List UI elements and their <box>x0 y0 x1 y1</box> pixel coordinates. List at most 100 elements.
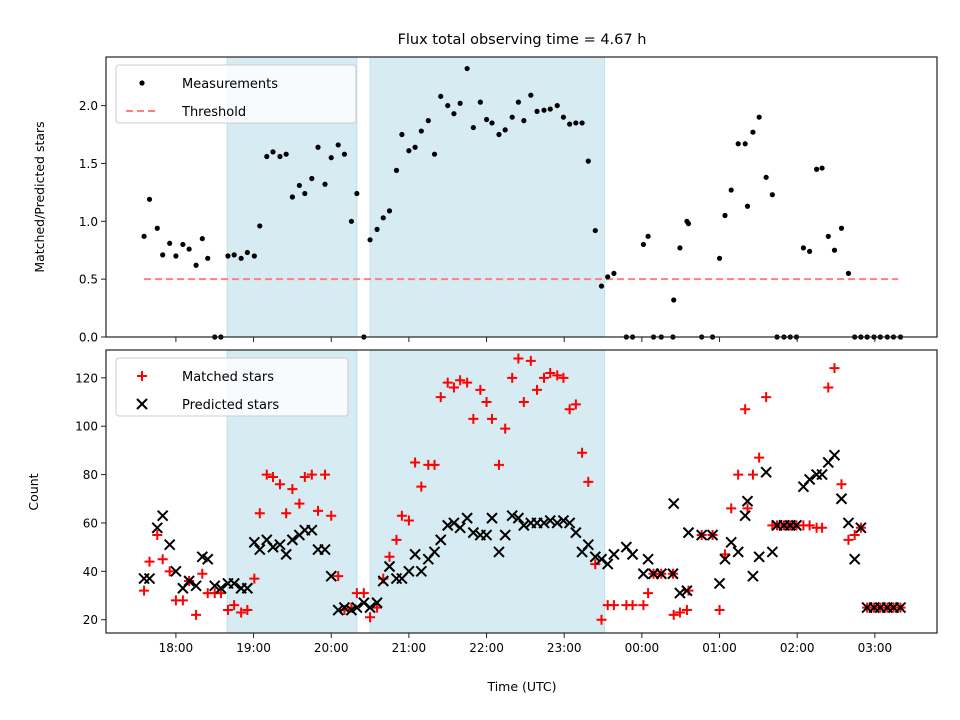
predicted-star-point <box>695 529 708 541</box>
matched-star-point <box>643 588 654 599</box>
x-axis-label: Time (UTC) <box>486 679 556 694</box>
predicted-star-point <box>215 582 227 594</box>
predicted-star-point <box>209 580 221 592</box>
matched-star-point <box>416 481 427 492</box>
measurement-point <box>464 65 470 72</box>
measurement-point <box>819 165 825 171</box>
x-tick-label: 03:00 <box>858 641 893 655</box>
matched-star-point <box>396 510 407 521</box>
measurement-point <box>244 249 250 256</box>
matched-star-point <box>714 605 725 616</box>
matched-star-point <box>513 353 524 364</box>
predicted-star-point <box>306 524 318 536</box>
measurement-point <box>180 241 186 248</box>
measurement-point <box>380 215 386 221</box>
predicted-star-point <box>467 526 480 539</box>
matched-star-point <box>545 367 556 378</box>
matched-star-point <box>754 452 765 463</box>
predicted-star-point <box>518 519 530 532</box>
predicted-star-point <box>713 577 726 590</box>
predicted-star-point <box>364 601 376 614</box>
predicted-star-point <box>383 560 396 573</box>
matched-star-point <box>475 384 486 395</box>
matched-star-point <box>481 397 492 408</box>
predicted-star-point <box>790 519 803 532</box>
chart-title: Flux total observing time = 4.67 h <box>398 32 647 48</box>
x-tick-label: 00:00 <box>625 641 660 655</box>
matched-star-point <box>823 382 834 393</box>
predicted-star-point <box>428 546 441 558</box>
measurement-point <box>154 225 160 231</box>
predicted-star-point <box>156 509 169 522</box>
legend-x-icon <box>136 398 148 410</box>
matched-star-point <box>429 459 440 470</box>
measurement-point <box>716 255 723 261</box>
measurement-point <box>225 253 231 259</box>
matched-star-point <box>384 551 395 562</box>
measurement-point <box>328 155 334 161</box>
matched-star-point <box>668 609 679 620</box>
matched-star-point <box>435 392 446 403</box>
y-tick-label: 40 <box>83 565 98 579</box>
predicted-star-point <box>499 529 511 541</box>
predicted-star-point <box>512 512 525 524</box>
matched-star-point <box>326 510 337 521</box>
matched-star-point <box>674 607 685 618</box>
matched-star-point <box>843 534 854 545</box>
predicted-star-point <box>732 546 744 558</box>
measurement-point <box>205 255 211 261</box>
measurement-point <box>598 283 605 289</box>
predicted-star-point <box>855 522 867 534</box>
predicted-star-point <box>816 468 828 481</box>
predicted-star-point <box>248 536 261 549</box>
measurement-point <box>534 108 540 114</box>
measurement-point <box>431 151 438 157</box>
matched-star-point <box>191 609 202 620</box>
matched-star-point <box>590 559 601 570</box>
predicted-star-point <box>544 514 556 527</box>
predicted-star-point <box>538 517 550 529</box>
predicted-star-point <box>280 548 292 561</box>
matched-star-point <box>144 556 155 567</box>
measurement-point <box>611 270 617 276</box>
measurement-point <box>573 120 579 126</box>
matched-star-point <box>403 515 414 526</box>
measurement-point <box>367 237 373 243</box>
y-tick-label: 0.0 <box>79 331 98 345</box>
matched-star-point <box>552 370 563 381</box>
predicted-star-point <box>655 568 668 580</box>
measurement-point <box>528 92 534 98</box>
predicted-star-point <box>403 565 415 578</box>
matched-star-point <box>486 413 497 424</box>
measurement-point <box>763 174 769 180</box>
measurement-point <box>199 236 205 242</box>
measurement-point <box>341 151 348 157</box>
predicted-star-point <box>760 466 772 478</box>
measurement-point <box>640 241 647 248</box>
predicted-star-point <box>325 570 337 582</box>
predicted-star-point <box>274 539 286 551</box>
predicted-star-point <box>608 548 620 561</box>
matched-star-point <box>274 479 285 490</box>
matched-star-point <box>596 614 607 625</box>
predicted-star-point <box>681 584 693 597</box>
measurement-point <box>393 167 400 173</box>
predicted-star-point <box>506 509 518 522</box>
measurement-point <box>515 99 521 105</box>
matched-star-point <box>261 469 272 480</box>
matched-star-point <box>681 605 692 616</box>
predicted-star-point <box>753 551 765 563</box>
measurement-point <box>742 141 748 147</box>
predicted-star-point <box>286 534 299 546</box>
measurement-point <box>800 245 807 251</box>
legend-entry-label: Threshold <box>181 105 246 120</box>
matched-star-point <box>391 534 402 545</box>
measurement-point <box>671 297 677 303</box>
predicted-star-point <box>563 517 576 529</box>
predicted-star-point <box>442 519 454 532</box>
matched-star-point <box>152 530 163 541</box>
matched-star-point <box>299 471 310 482</box>
matched-star-point <box>761 392 772 403</box>
matched-star-point <box>372 602 383 613</box>
measurement-point <box>141 233 147 239</box>
